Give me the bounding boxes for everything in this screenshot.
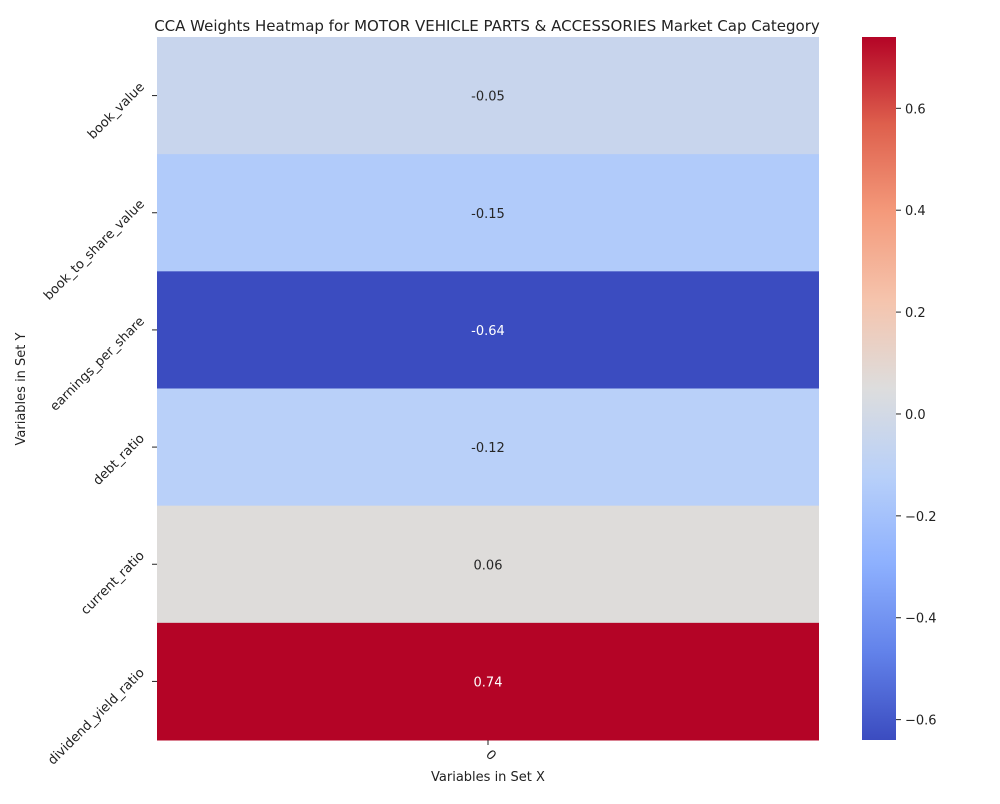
heatmap-cell (157, 37, 819, 155)
y-axis: book_value book_to_share_valueearnings_pe… (41, 80, 157, 768)
cell-value-label: 0.74 (474, 675, 503, 690)
colorbar-tick-label: −0.6 (905, 714, 937, 729)
colorbar-tick-label: 0.6 (905, 102, 926, 117)
y-tick-label: earnings_per_share (48, 314, 148, 414)
y-tick-label: dividend_yield_ratio (45, 666, 148, 769)
y-tick-label: current_ratio (78, 548, 148, 618)
cell-value-label: -0.12 (471, 441, 505, 456)
colorbar-axis: −0.6 −0.4 −0.2 0.0 0.2 0.4 0.6 (896, 102, 937, 729)
cell-value-label: -0.05 (471, 90, 505, 105)
colorbar-tick-label: 0.4 (905, 204, 926, 219)
colorbar (862, 37, 896, 740)
heatmap-cells: -0.05 -0.15 -0.64 -0.12 0.06 0.74 (157, 37, 819, 741)
colorbar-tick-label: −0.2 (905, 510, 937, 525)
colorbar-tick-label: 0.2 (905, 306, 926, 321)
heatmap-cell (157, 622, 819, 741)
x-axis: 0 (482, 740, 499, 764)
x-axis-label: Variables in Set X (431, 770, 545, 785)
y-tick-label: debt_ratio (90, 431, 147, 488)
heatmap-cell (157, 154, 819, 272)
heatmap-cell (157, 505, 819, 624)
cell-value-label: -0.15 (471, 207, 505, 222)
y-tick-label: book_to_share_value (41, 197, 148, 304)
x-tick-label: 0 (482, 747, 498, 763)
colorbar-tick-label: 0.0 (905, 408, 926, 423)
colorbar-tick-label: −0.4 (905, 612, 937, 627)
heatmap-cell (157, 271, 819, 389)
chart-title: CCA Weights Heatmap for MOTOR VEHICLE PA… (154, 17, 820, 35)
y-tick-label: book_value (85, 80, 148, 143)
cell-value-label: 0.06 (474, 558, 503, 573)
cell-value-label: -0.64 (471, 324, 505, 339)
heatmap-cell (157, 388, 819, 507)
y-axis-label: Variables in Set Y (14, 332, 29, 445)
